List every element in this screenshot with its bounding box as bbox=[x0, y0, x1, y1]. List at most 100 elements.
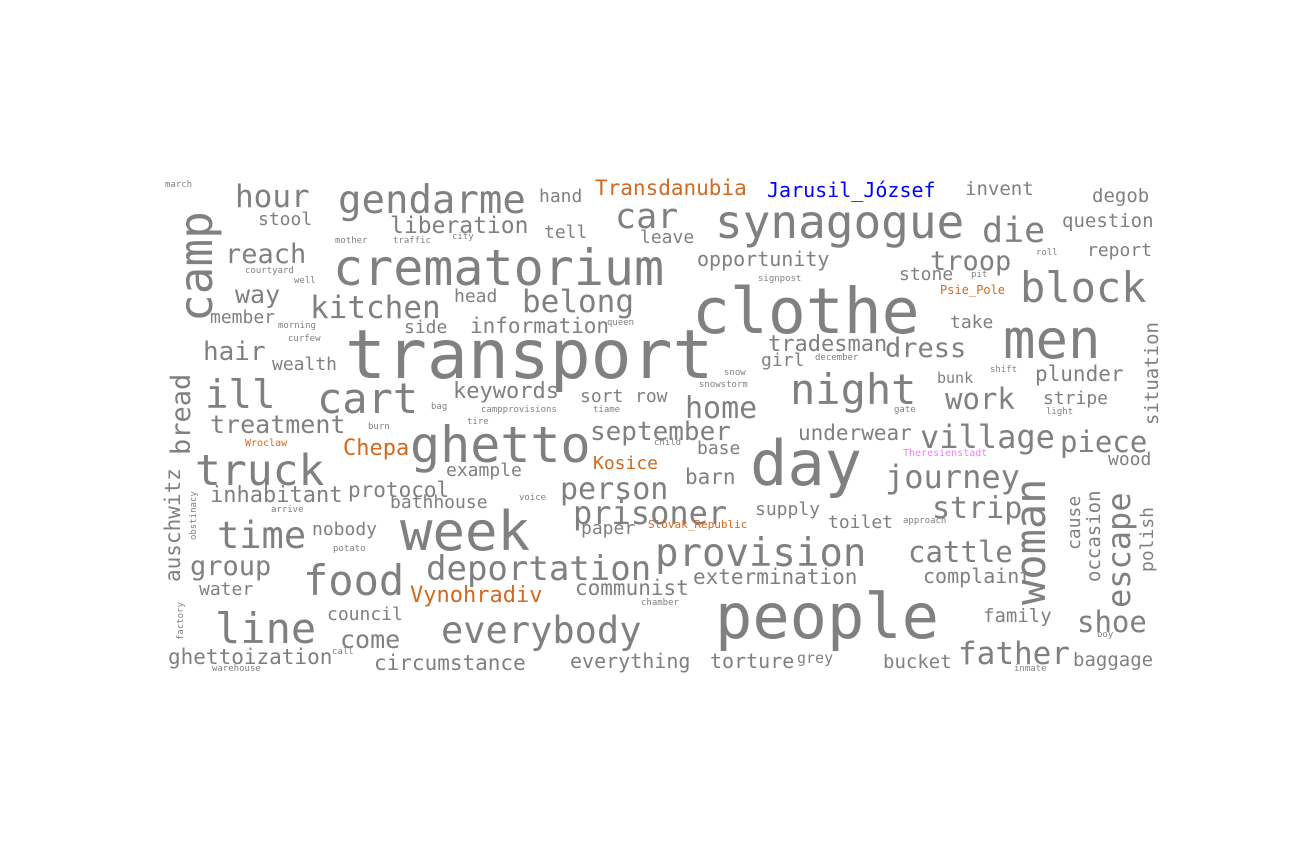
cloud-word: torture bbox=[710, 649, 794, 673]
cloud-word: take bbox=[950, 312, 993, 333]
cloud-word: morning bbox=[278, 321, 316, 331]
cloud-word: snowstorm bbox=[699, 380, 748, 390]
cloud-word: occasion bbox=[1083, 490, 1105, 582]
cloud-word: crematorium bbox=[333, 239, 664, 297]
cloud-word: Kosice bbox=[593, 453, 658, 474]
cloud-word: come bbox=[340, 625, 400, 654]
cloud-word: cart bbox=[317, 374, 418, 423]
cloud-word: reach bbox=[225, 239, 306, 270]
cloud-word: Transdanubia bbox=[595, 176, 747, 200]
cloud-word: hand bbox=[539, 186, 582, 207]
cloud-word: woman bbox=[1006, 479, 1055, 605]
cloud-word: obstinacy bbox=[189, 491, 199, 540]
cloud-word: approach bbox=[903, 516, 946, 526]
cloud-word: queen bbox=[607, 318, 634, 328]
cloud-word: underwear bbox=[798, 421, 912, 445]
cloud-word: Chepa bbox=[343, 436, 409, 461]
cloud-word: light bbox=[1046, 407, 1073, 417]
cloud-word: circumstance bbox=[374, 651, 526, 675]
cloud-word: provision bbox=[655, 531, 866, 576]
cloud-word: die bbox=[982, 211, 1045, 251]
cloud-word: ghettoization bbox=[168, 645, 332, 669]
cloud-word: shoe bbox=[1077, 605, 1147, 639]
cloud-word: wealth bbox=[272, 354, 337, 375]
cloud-word: communist bbox=[575, 576, 689, 600]
cloud-word: block bbox=[1020, 263, 1146, 312]
cloud-word: opportunity bbox=[697, 247, 829, 271]
cloud-word: voice bbox=[519, 493, 546, 503]
cloud-word: extermination bbox=[693, 565, 857, 589]
cloud-word: member bbox=[210, 307, 275, 328]
cloud-word: complaint bbox=[923, 564, 1031, 588]
cloud-word: treatment bbox=[210, 410, 345, 439]
cloud-word: plunder bbox=[1035, 362, 1124, 386]
cloud-word: nobody bbox=[312, 519, 377, 540]
cloud-word: signpost bbox=[758, 274, 801, 284]
cloud-word: everybody bbox=[441, 609, 641, 652]
cloud-word: side bbox=[404, 317, 447, 338]
cloud-word: village bbox=[920, 418, 1055, 456]
cloud-word: city bbox=[452, 232, 474, 242]
cloud-word: roll bbox=[1036, 248, 1058, 258]
cloud-word: truck bbox=[195, 446, 325, 496]
cloud-word: toilet bbox=[828, 512, 893, 533]
cloud-word: synagogue bbox=[715, 195, 964, 249]
cloud-word: gate bbox=[894, 405, 916, 415]
cloud-word: cattle bbox=[908, 535, 1013, 569]
cloud-word: curfew bbox=[288, 334, 321, 344]
cloud-word: protocol bbox=[348, 478, 449, 502]
cloud-word: gendarme bbox=[338, 178, 526, 223]
cloud-word: way bbox=[235, 280, 280, 309]
cloud-word: council bbox=[327, 604, 403, 625]
cloud-word: journey bbox=[885, 458, 1020, 496]
cloud-word: chamber bbox=[641, 598, 680, 608]
cloud-word: day bbox=[750, 427, 862, 500]
cloud-word: people bbox=[715, 580, 939, 653]
cloud-word: camp bbox=[169, 211, 223, 322]
cloud-word: bunk bbox=[937, 369, 973, 387]
cloud-word: base bbox=[697, 438, 740, 459]
cloud-word: march bbox=[165, 180, 192, 190]
cloud-word: inmate bbox=[1014, 664, 1047, 674]
cloud-word: transport bbox=[345, 316, 713, 395]
cloud-word: keywords bbox=[453, 379, 559, 404]
cloud-word: line bbox=[215, 604, 316, 653]
cloud-word: potato bbox=[333, 544, 366, 554]
cloud-word: call bbox=[332, 647, 354, 657]
cloud-word: car bbox=[615, 197, 678, 237]
cloud-word: water bbox=[199, 579, 253, 600]
cloud-word: mother bbox=[335, 236, 368, 246]
cloud-word: warehouse bbox=[212, 664, 261, 674]
cloud-word: head bbox=[454, 286, 497, 307]
cloud-word: dress bbox=[885, 333, 966, 364]
cloud-word: invent bbox=[965, 178, 1034, 200]
cloud-word: arrive bbox=[271, 505, 304, 515]
cloud-word: deportation bbox=[426, 549, 651, 589]
cloud-word: father bbox=[958, 636, 1070, 672]
cloud-word: ghetto bbox=[410, 416, 591, 474]
cloud-word: Vynohradiv bbox=[410, 583, 542, 608]
cloud-word: belong bbox=[522, 284, 634, 320]
cloud-word: Slovak_Republic bbox=[648, 518, 747, 531]
cloud-word: tell bbox=[544, 222, 587, 243]
cloud-word: grey bbox=[797, 649, 833, 667]
cloud-word: strip bbox=[932, 491, 1022, 526]
cloud-word: Jarusil_József bbox=[767, 178, 936, 202]
cloud-word: auschwitz bbox=[161, 468, 185, 582]
cloud-word: bread bbox=[166, 374, 197, 455]
cloud-word: Theresienstadt bbox=[903, 448, 987, 459]
cloud-word: men bbox=[1003, 308, 1101, 371]
cloud-word: paper bbox=[581, 518, 635, 539]
cloud-word: cause bbox=[1064, 496, 1085, 550]
cloud-word: shift bbox=[990, 365, 1017, 375]
cloud-word: polish bbox=[1137, 507, 1158, 572]
cloud-word: stone bbox=[899, 264, 953, 285]
cloud-word: bathhouse bbox=[390, 492, 488, 513]
cloud-word: december bbox=[815, 353, 859, 363]
cloud-word: row bbox=[635, 386, 668, 407]
cloud-word: report bbox=[1087, 240, 1152, 261]
cloud-word: sort bbox=[580, 386, 623, 407]
cloud-word: hair bbox=[203, 337, 266, 367]
cloud-word: boy bbox=[1097, 630, 1114, 640]
